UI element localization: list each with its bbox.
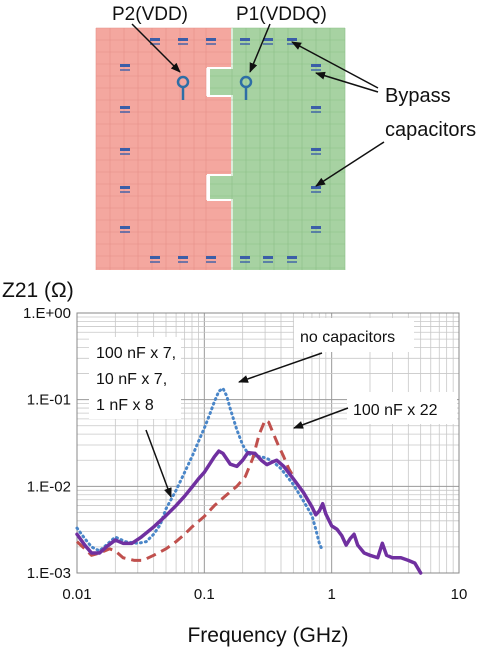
arrow-bypass-1: [291, 41, 379, 89]
capacitor-pad: [120, 64, 130, 67]
arrow-mixed-caps: [145, 429, 172, 498]
annotation-100nf-x22: 100 nF x 22: [293, 392, 457, 429]
capacitor-pad: [150, 261, 160, 263]
capacitor-pad: [150, 43, 160, 45]
series-layer: [75, 386, 423, 575]
capacitor-pad: [120, 153, 130, 155]
arrow-no-capacitors: [238, 352, 323, 383]
capacitor-pad: [311, 231, 321, 233]
capacitor-pad: [206, 256, 216, 259]
capacitor-pad: [240, 43, 250, 45]
arrow-bypass-3: [315, 141, 385, 187]
x-tick-label: 1: [327, 586, 335, 603]
capacitor-pad: [311, 106, 321, 109]
capacitor-pad: [150, 38, 160, 41]
capacitor-pad: [263, 38, 273, 41]
port-label-p1: P1(VDDQ): [236, 4, 327, 25]
capacitor-pad: [120, 231, 130, 233]
capacitor-pad: [120, 106, 130, 109]
probe-p1: [239, 75, 253, 100]
annotation-no-capacitors: no capacitors: [238, 318, 414, 383]
capacitor-pad: [206, 38, 216, 41]
capacitor-pad: [120, 226, 130, 229]
capacitor-pad: [311, 153, 321, 155]
capacitor-pad: [120, 111, 130, 113]
capacitor-pad: [287, 261, 297, 263]
arrow-bypass-2: [315, 71, 379, 93]
x-tick-label: 0.01: [62, 586, 91, 603]
capacitor-pad: [178, 256, 188, 259]
x-tick-label: 0.1: [194, 586, 215, 603]
capacitor-pad: [206, 261, 216, 263]
capacitor-pad: [120, 191, 130, 193]
arrow-100nf-x22: [293, 407, 349, 429]
capacitor-pad: [178, 261, 188, 263]
y-tick-label: 1.E-01: [27, 392, 71, 409]
y-tick-label: 1.E-02: [27, 478, 71, 495]
capacitor-pad: [287, 256, 297, 259]
annotation-mixed-line2: 10 nF x 7,: [96, 371, 167, 388]
capacitor-pad: [311, 64, 321, 67]
board-grid: [95, 27, 346, 270]
annotation-no-capacitors-text: no capacitors: [300, 329, 395, 346]
capacitor-pad: [120, 69, 130, 71]
impedance-chart: 0.01 0.1 1 10 1.E-03 1.E-02 1.E-01 1.E+00 Z21 (…: [2, 279, 467, 647]
bypass-label-line1: Bypass: [385, 85, 451, 107]
y-tick-label: 1.E+00: [23, 305, 71, 322]
capacitor-pad: [263, 256, 273, 259]
x-axis-label: Frequency (GHz): [187, 624, 348, 647]
arrow-p2: [131, 23, 181, 73]
x-tick-label: 10: [451, 586, 468, 603]
capacitor-pad: [178, 38, 188, 41]
capacitor-pad: [287, 38, 297, 41]
capacitor-pad: [311, 186, 321, 189]
capacitor-pad: [311, 191, 321, 193]
capacitor-pad: [120, 186, 130, 189]
annotation-mixed-line3: 1 nF x 8: [96, 397, 154, 414]
vddq-plane: [210, 28, 345, 270]
capacitor-pad: [120, 148, 130, 151]
series-line-caps_22: [75, 418, 295, 562]
plot-frame: [76, 312, 460, 574]
capacitor-pad: [240, 38, 250, 41]
capacitor-pad: [311, 69, 321, 71]
bypass-label-line2: capacitors: [385, 119, 476, 141]
capacitor-pad: [263, 43, 273, 45]
probe-p2: [176, 75, 190, 100]
capacitor-pad: [263, 261, 273, 263]
capacitor-pad: [178, 43, 188, 45]
capacitor-pad: [150, 256, 160, 259]
series-line-caps_mix: [75, 449, 423, 575]
arrow-p1: [249, 23, 271, 73]
capacitor-pad: [311, 226, 321, 229]
board-layout: P2(VDD) P1(VDDQ) Bypass capacitors: [95, 4, 476, 270]
capacitor-pad: [240, 256, 250, 259]
capacitor-pad: [240, 261, 250, 263]
annotation-mixed-caps: 100 nF x 7, 10 nF x 7, 1 nF x 8: [89, 337, 181, 498]
y-axis-label: Z21 (Ω): [2, 279, 74, 302]
capacitor-pad: [206, 43, 216, 45]
y-tick-label: 1.E-03: [27, 565, 71, 582]
annotation-mixed-line1: 100 nF x 7,: [96, 345, 176, 362]
capacitor-pad: [311, 148, 321, 151]
tick-labels: 0.01 0.1 1 10 1.E-03 1.E-02 1.E-01 1.E+00: [23, 305, 467, 603]
capacitor-pad: [311, 111, 321, 113]
port-label-p2: P2(VDD): [112, 4, 188, 25]
vdd-plane: [96, 28, 232, 270]
annotation-100nf-x22-text: 100 nF x 22: [353, 402, 438, 419]
